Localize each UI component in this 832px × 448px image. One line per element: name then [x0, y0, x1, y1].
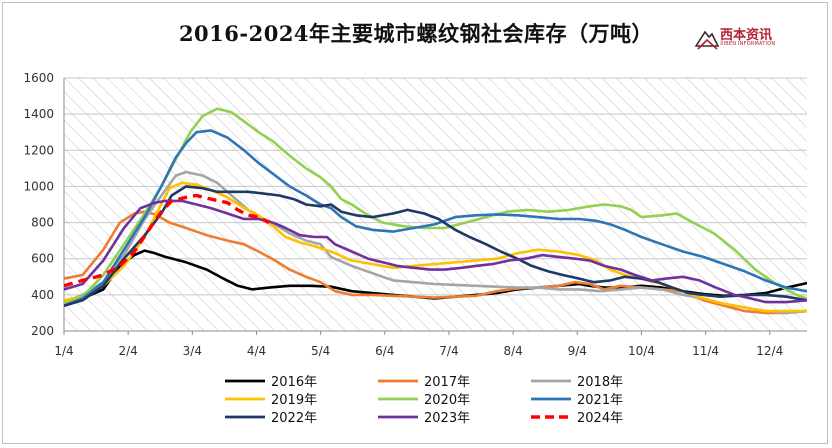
x-tick-label: 2/4 — [119, 344, 138, 358]
y-tick-label: 600 — [31, 252, 54, 266]
x-tick-label: 6/4 — [375, 344, 394, 358]
x-tick-label: 10/4 — [628, 344, 655, 358]
plot-area — [64, 78, 807, 331]
x-tick-label: 7/4 — [439, 344, 458, 358]
x-tick-label: 4/4 — [247, 344, 266, 358]
chart-title: 2016-2024年主要城市螺纹钢社会库存（万吨） — [178, 21, 654, 46]
series-line-2023年 — [64, 199, 807, 304]
series-line-2022年 — [64, 185, 807, 307]
legend-label: 2016年 — [271, 375, 317, 390]
legend-label: 2019年 — [271, 393, 317, 408]
legend-label: 2023年 — [424, 411, 470, 426]
legend-label: 2018年 — [577, 375, 623, 390]
series-line-2018年 — [64, 170, 807, 315]
y-tick-label: 1000 — [23, 179, 54, 193]
x-axis: 1/4 2/4 3/4 4/4 5/4 6/4 7/4 8/4 9/4 10/4 11/4 12/4 — [54, 330, 807, 358]
legend-label: 2020年 — [424, 393, 470, 408]
logo-subtitle: XIBEN INFORMATION — [720, 41, 776, 47]
y-tick-label: 800 — [31, 216, 54, 230]
legend: 2016年 2017年 2018年 2019年 2020年 2021年 2022年 2023年… — [225, 375, 623, 426]
y-tick-label: 1200 — [23, 143, 54, 157]
legend-label: 2017年 — [424, 375, 470, 390]
y-tick-label: 400 — [31, 288, 54, 302]
series-lines — [64, 107, 807, 315]
mountain-logo-icon — [694, 30, 720, 50]
x-tick-label: 11/4 — [692, 344, 719, 358]
logo-name: 西本资讯 — [720, 28, 773, 43]
legend-label: 2022年 — [271, 411, 317, 426]
y-tick-label: 1400 — [23, 107, 54, 121]
x-tick-label: 12/4 — [756, 344, 783, 358]
x-tick-label: 5/4 — [311, 344, 330, 358]
y-tick-label: 200 — [31, 324, 54, 338]
y-axis: 200 400 600 800 1000 1200 1400 1600 — [23, 71, 65, 338]
y-tick-label: 1600 — [23, 71, 54, 85]
brand-logo: 西本资讯 XIBEN INFORMATION — [694, 24, 805, 52]
x-tick-label: 9/4 — [568, 344, 587, 358]
x-tick-label: 3/4 — [183, 344, 202, 358]
legend-label: 2021年 — [577, 393, 623, 408]
x-tick-label: 1/4 — [54, 344, 73, 358]
series-line-2021年 — [64, 129, 807, 307]
series-line-2024年 — [64, 193, 270, 288]
legend-label: 2024年 — [577, 411, 623, 426]
x-tick-label: 8/4 — [503, 344, 522, 358]
